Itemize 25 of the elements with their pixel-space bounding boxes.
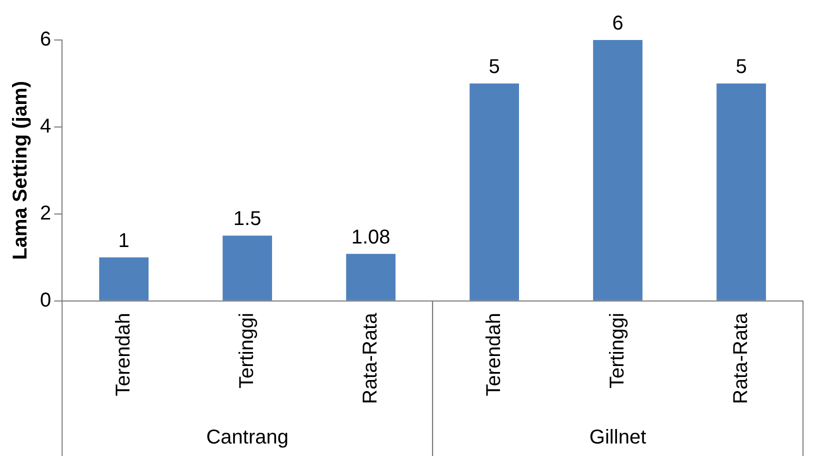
text: Cantrang <box>206 426 288 449</box>
y-tick-label: 2 <box>40 202 52 224</box>
data-label: 1.08 <box>351 226 390 248</box>
text: Gillnet <box>589 426 647 449</box>
bar <box>593 40 642 300</box>
x-tick-label: Rata-Rata <box>359 312 382 404</box>
y-axis-title: Lama Setting (jam) <box>10 80 32 260</box>
bar <box>470 83 519 300</box>
x-tick-label: Terendah <box>482 312 505 396</box>
y-tick-label: 6 <box>40 28 52 51</box>
bar <box>222 236 272 300</box>
y-tick-label: 4 <box>40 115 52 138</box>
bar <box>346 254 396 300</box>
data-label: 5 <box>736 56 747 78</box>
x-tick-label: Tertinggi <box>236 312 258 388</box>
x-tick-label: Rata-Rata <box>730 312 752 404</box>
data-label: 1.5 <box>233 208 262 230</box>
bar <box>716 83 766 300</box>
data-label: 6 <box>612 12 624 35</box>
bar <box>99 257 149 300</box>
x-tick-label: Tertinggi <box>606 312 628 388</box>
data-label: 5 <box>488 56 500 78</box>
data-label: 1 <box>118 230 130 252</box>
x-tick-label: Terendah <box>112 312 134 396</box>
y-tick-label: 0 <box>40 289 52 312</box>
